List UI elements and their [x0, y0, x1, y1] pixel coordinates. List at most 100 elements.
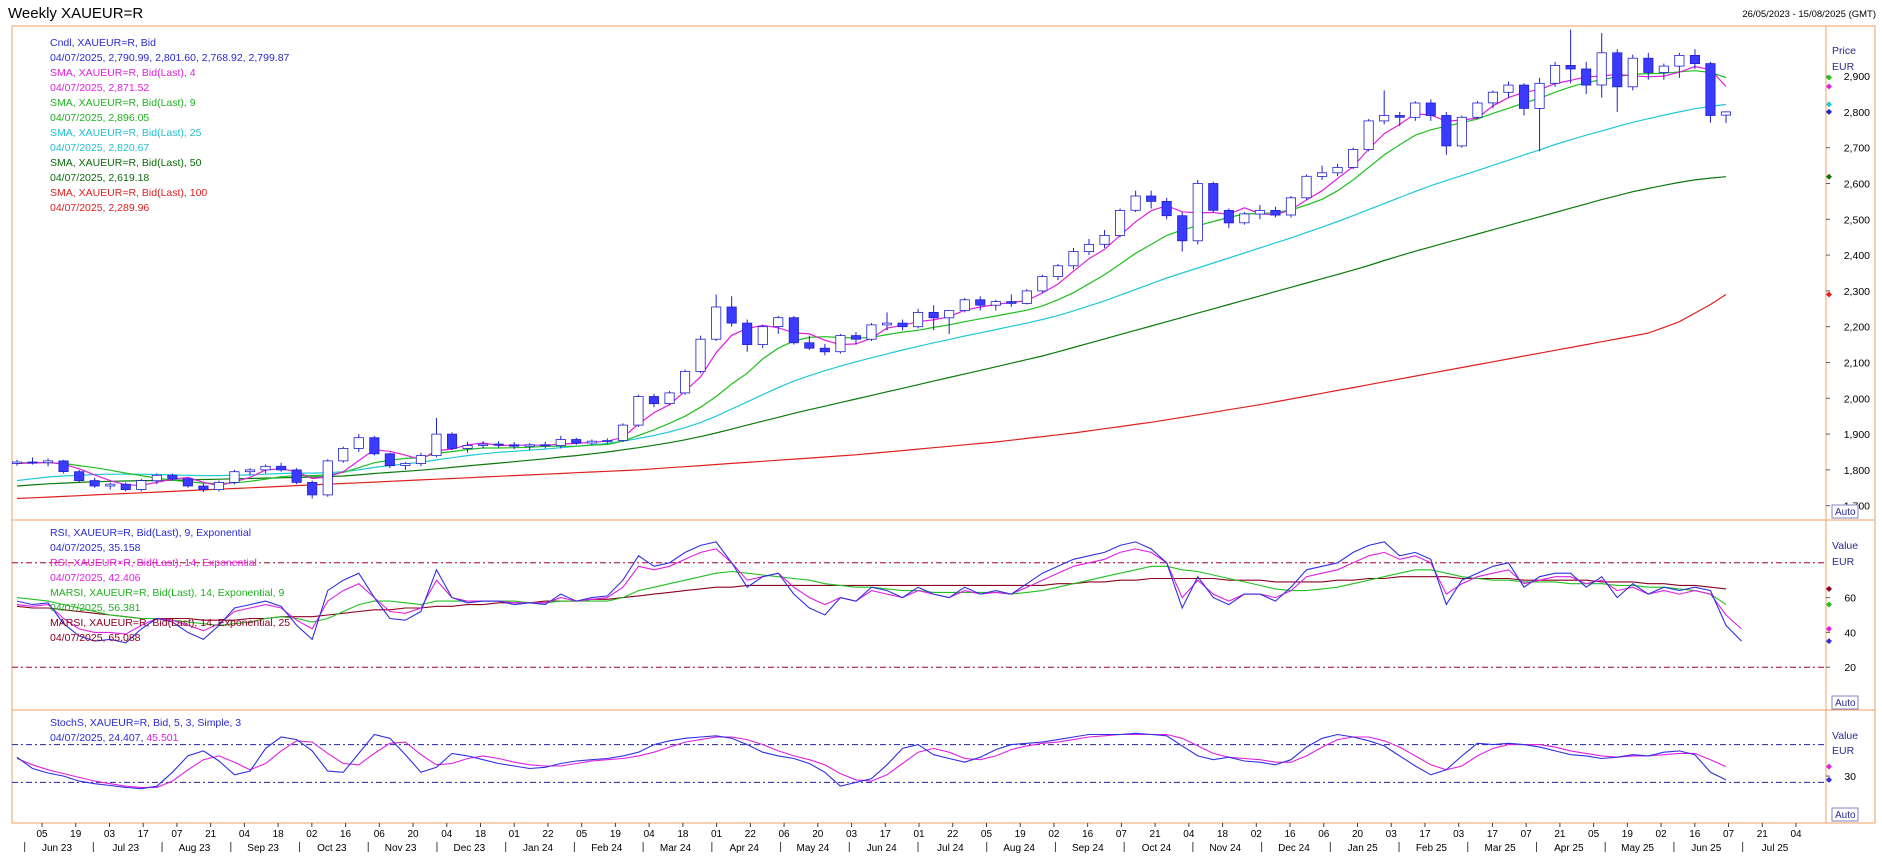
legend-sma4-label: SMA, XAUEUR=R, Bid(Last), 4 [50, 67, 196, 79]
month-label: Jun 25 [1691, 843, 1721, 854]
candle-up [524, 444, 535, 447]
legend-rsi9-value: 04/07/2025, 35.158 [50, 542, 141, 554]
month-label: May 25 [1621, 843, 1654, 854]
price-auto-button[interactable] [1831, 504, 1859, 519]
price-tick-label: 2,400 [1844, 250, 1870, 262]
price-tick-label: 2,800 [1844, 107, 1870, 119]
candle-down [120, 483, 131, 491]
month-label: Jul 25 [1762, 843, 1789, 854]
week-label: 06 [1318, 829, 1330, 840]
legend-sma100-label: SMA, XAUEUR=R, Bid(Last), 100 [50, 187, 207, 199]
week-label: 18 [677, 829, 689, 840]
legend-stoch-value-k: 04/07/2025, 24.407, [50, 732, 146, 744]
marsi-25-line [16, 576, 1727, 621]
legend-rsi9-label: RSI, XAUEUR=R, Bid(Last), 9, Exponential [50, 527, 251, 539]
week-label: 04 [1790, 829, 1802, 840]
candle-up [1037, 276, 1048, 292]
candle-up [633, 396, 644, 426]
rsi-legend: RSI, XAUEUR=R, Bid(Last), 9, Exponential… [50, 527, 290, 644]
rsi-auto-button[interactable] [1831, 695, 1859, 710]
stoch-auto-label[interactable]: Auto [1835, 810, 1856, 821]
rsi-14-marker [1826, 625, 1832, 632]
candle-up [1052, 265, 1064, 277]
price-tick-label: 1,900 [1844, 429, 1870, 441]
price-tick-label: 2,900 [1844, 71, 1870, 83]
stoch-auto-button[interactable] [1831, 807, 1859, 822]
month-label: Feb 24 [591, 843, 623, 854]
candle-up [1363, 120, 1374, 150]
candle-up [11, 461, 23, 464]
candle-up [1550, 65, 1561, 84]
candle-up [711, 306, 722, 340]
legend-candle-value: 04/07/2025, 2,790.99, 2,801.60, 2,768.92… [50, 52, 290, 64]
price-axis-ticks: 1,7001,8001,9002,0002,1002,2002,3002,400… [1826, 71, 1870, 513]
week-label: 06 [779, 829, 791, 840]
candle-up [959, 299, 970, 311]
month-label: Oct 24 [1142, 843, 1172, 854]
candle-up [229, 471, 240, 483]
week-label: 07 [1521, 829, 1533, 840]
candle-down [74, 471, 85, 482]
sma-100-marker [1826, 291, 1832, 298]
month-label: Jun 24 [867, 843, 897, 854]
week-label: 04 [1183, 829, 1195, 840]
candle-down [1643, 57, 1654, 73]
week-label: 22 [947, 829, 959, 840]
stoch-axis-unit: EUR [1832, 745, 1855, 757]
week-label: 03 [846, 829, 858, 840]
candle-up [477, 443, 489, 446]
candle-up [1083, 243, 1095, 252]
candle-down [1006, 301, 1017, 304]
legend-stoch-value: 04/07/2025, 24.407, 45.501 [50, 732, 179, 744]
week-label: 07 [1116, 829, 1128, 840]
week-label: 05 [981, 829, 993, 840]
candle-down [819, 347, 830, 353]
week-label: 04 [239, 829, 251, 840]
legend-sma50-value: 04/07/2025, 2,619.18 [50, 172, 149, 184]
candle-up [602, 440, 613, 442]
price-tick-label: 2,000 [1844, 393, 1870, 405]
window-title: Weekly XAUEUR=R [8, 5, 143, 22]
candle-up [835, 335, 846, 353]
candle-down [742, 322, 753, 346]
rsi-auto-label[interactable]: Auto [1835, 698, 1856, 709]
candle-up [680, 370, 691, 394]
month-label: Sep 24 [1072, 843, 1104, 854]
legend-sma9-value: 04/07/2025, 2,896.05 [50, 112, 149, 124]
month-label: May 24 [797, 843, 830, 854]
candle-up [400, 462, 411, 466]
price-axis-title: Price [1832, 45, 1856, 57]
candle-down [1177, 215, 1188, 242]
month-label: Apr 24 [729, 843, 759, 854]
candle-up [1068, 251, 1079, 267]
week-label: 21 [1554, 829, 1566, 840]
candle-up [322, 460, 333, 496]
week-label: 17 [138, 829, 150, 840]
candle-up [1021, 290, 1032, 304]
month-label: Apr 25 [1554, 843, 1584, 854]
candle-down [276, 465, 287, 471]
rsi-9-marker [1826, 638, 1832, 645]
week-label: 22 [542, 829, 554, 840]
week-label: 16 [1689, 829, 1701, 840]
candle-down [1519, 84, 1530, 109]
candle-down [1565, 65, 1576, 70]
candle-up [1130, 195, 1141, 211]
week-label: 03 [104, 829, 116, 840]
month-label: Nov 24 [1209, 843, 1241, 854]
candle-up [1472, 102, 1483, 118]
candle-up [990, 301, 1001, 306]
week-label: 04 [441, 829, 453, 840]
candle-up [1379, 115, 1390, 122]
month-label: Jun 23 [42, 843, 72, 854]
candle-down [1270, 209, 1281, 216]
candle-up [1487, 91, 1499, 104]
candle-up [151, 474, 162, 482]
stoch-pane [11, 709, 1876, 824]
week-label: 01 [509, 829, 521, 840]
week-label: 20 [812, 829, 824, 840]
month-label: Jul 23 [112, 843, 139, 854]
price-auto-label[interactable]: Auto [1835, 507, 1856, 518]
candle-down [27, 461, 38, 464]
